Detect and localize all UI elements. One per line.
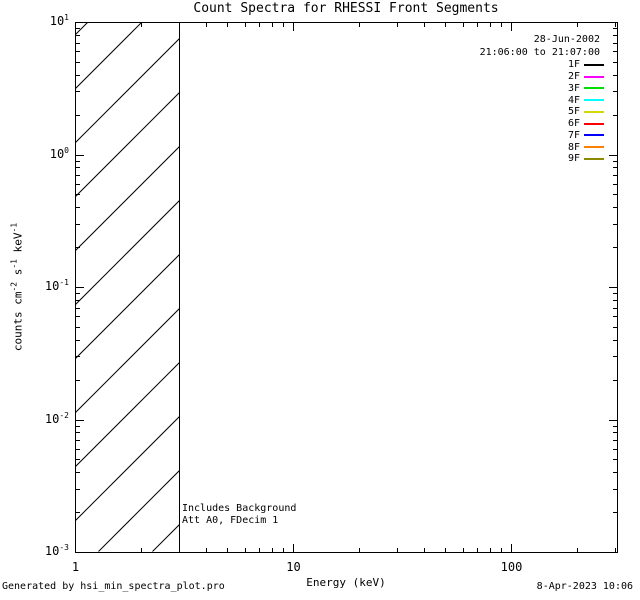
hatch-line [97, 470, 179, 552]
legend-color-line [584, 75, 604, 78]
legend-color-line [584, 87, 604, 90]
y-axis-label-exponent: -1 [9, 222, 19, 233]
y-tick-label: 10-2 [44, 411, 69, 426]
x-tick-label: 1 [71, 560, 80, 574]
y-tick-exponent: -3 [59, 543, 69, 552]
x-axis-label: Energy (keV) [306, 576, 386, 589]
observation-time-range: 21:06:00 to 21:07:00 [479, 47, 600, 58]
hatch-band [75, 22, 179, 552]
legend-color-line [584, 157, 604, 160]
observation-date: 28-Jun-2002 [533, 34, 600, 45]
y-tick-exponent: -2 [59, 411, 69, 420]
legend-label: 9F [567, 153, 580, 165]
legend-color-line [584, 134, 604, 137]
annotation-includes-background: Includes Background [182, 503, 297, 514]
x-tick-label: 100 [500, 560, 523, 574]
legend-label: 3F [567, 82, 580, 94]
axes-frame [75, 22, 618, 553]
legend-color-line [584, 146, 604, 149]
legend-item-5f: 5F [568, 106, 604, 118]
hatch-line [75, 254, 179, 360]
legend-label: 7F [567, 129, 580, 141]
legend-label: 4F [567, 94, 580, 106]
hatch-line [75, 92, 179, 198]
y-axis-label-exponent: -1 [9, 259, 19, 269]
footer-timestamp: 8-Apr-2023 10:06 [536, 581, 633, 592]
hatch-line [75, 416, 179, 522]
legend-item-2f: 2F [568, 71, 604, 83]
legend-label: 6F [567, 118, 580, 130]
hatch-line [75, 200, 179, 306]
legend-label: 5F [567, 106, 580, 118]
legend-item-9f: 9F [568, 153, 604, 165]
legend-item-4f: 4F [568, 94, 604, 106]
x-tick-label: 10 [286, 560, 301, 574]
y-tick-label: 10-3 [44, 543, 69, 558]
hatch-line [75, 38, 179, 144]
footer-generator-text: Generated by hsi_min_spectra_plot.pro [2, 581, 225, 592]
y-tick-exponent: -1 [59, 278, 69, 287]
legend-item-8f: 8F [568, 141, 604, 153]
legend-label: 2F [567, 71, 580, 83]
legend-color-line [584, 99, 604, 102]
y-tick-exponent: 0 [64, 146, 69, 155]
y-tick-label: 101 [49, 13, 69, 28]
y-axis-label-exponent: -2 [9, 281, 19, 292]
y-tick-label: 10-1 [44, 278, 69, 293]
y-tick-label: 100 [49, 146, 69, 161]
legend-color-line [584, 110, 604, 113]
legend-item-1f: 1F [568, 59, 604, 71]
legend-item-3f: 3F [568, 83, 604, 95]
hatch-line [151, 524, 179, 552]
legend-label: 8F [567, 141, 580, 153]
legend-color-line [584, 63, 604, 66]
legend-label: 1F [567, 59, 580, 71]
legend-item-6f: 6F [568, 118, 604, 130]
y-tick-exponent: 1 [64, 13, 69, 22]
chart-title: Count Spectra for RHESSI Front Segments [193, 1, 499, 16]
legend-item-7f: 7F [568, 130, 604, 142]
legend-color-line [584, 122, 604, 125]
y-axis-label: counts cm-2 s-1 keV-1 [9, 222, 25, 352]
hatch-line [75, 308, 179, 414]
annotation-attenuator-state: Att A0, FDecim 1 [182, 515, 279, 526]
legend: 1F 2F 3F 4F 5F 6F 7F 8F 9F [568, 59, 604, 165]
